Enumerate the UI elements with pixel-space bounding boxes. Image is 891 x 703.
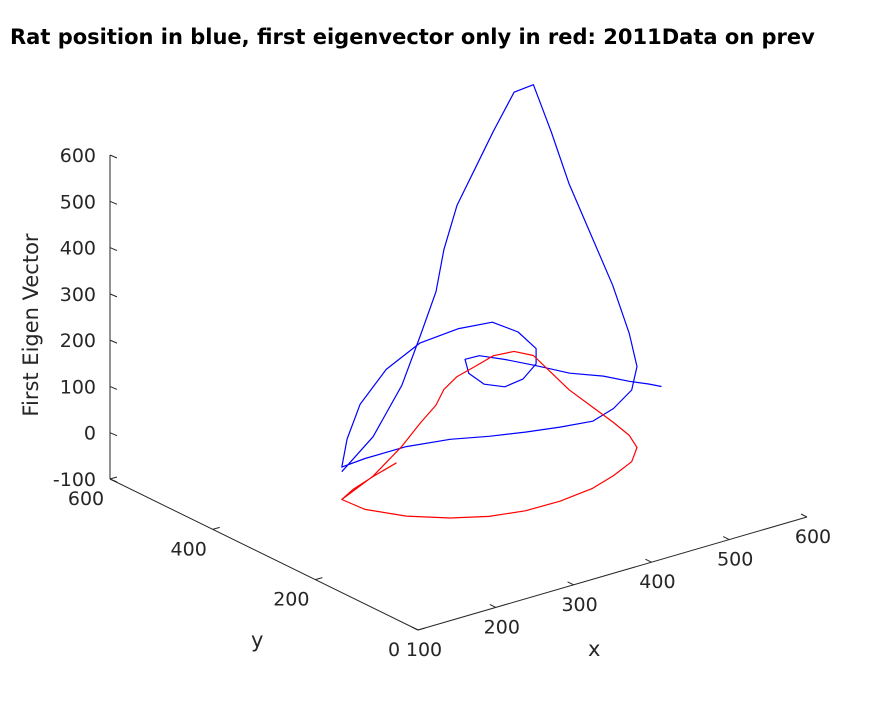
chart-title: Rat position in blue, first eigenvector …: [10, 25, 815, 49]
z-tick-label: 300: [60, 284, 96, 306]
z-tick-mark: [109, 339, 118, 344]
x-axis-label: x: [588, 637, 600, 661]
x-tick-mark: [489, 603, 497, 608]
z-tick-label: 100: [60, 376, 96, 398]
tick-labels-group: 1002003004005006000200400600-10001002003…: [53, 145, 831, 661]
y-tick-label: 600: [68, 488, 104, 510]
z-tick-mark: [109, 293, 118, 298]
z-tick-mark: [109, 200, 118, 205]
x-tick-label: 100: [406, 639, 442, 661]
x-tick-mark: [645, 558, 652, 563]
x-tick-mark: [567, 581, 574, 586]
z-tick-label: 0: [84, 423, 96, 445]
y-axis-line: [109, 478, 419, 631]
z-tick-mark: [109, 385, 118, 390]
x-tick-label: 300: [561, 594, 597, 616]
y-axis-label: y: [251, 628, 263, 652]
series-line-1: [341, 350, 638, 519]
z-tick-mark: [109, 478, 118, 483]
plot-area: [341, 84, 662, 519]
series-line-0: [341, 84, 662, 473]
x-tick-mark: [411, 626, 419, 631]
z-tick-label: 400: [60, 238, 96, 260]
y-tick-mark: [315, 577, 323, 581]
x-tick-mark: [800, 513, 808, 518]
x-tick-label: 200: [484, 616, 520, 638]
x-tick-mark: [722, 536, 730, 541]
z-tick-label: 500: [60, 191, 96, 213]
z-axis-label: First Eigen Vector: [19, 233, 43, 416]
y-tick-mark: [212, 526, 220, 530]
y-tick-mark: [109, 476, 118, 480]
z-tick-label: -100: [53, 469, 96, 491]
y-tick-label: 200: [273, 589, 309, 611]
x-tick-label: 600: [795, 526, 831, 548]
z-tick-mark: [109, 154, 118, 159]
z-tick-mark: [109, 432, 118, 437]
y-tick-label: 0: [388, 639, 400, 661]
y-tick-mark: [417, 627, 426, 631]
z-tick-mark: [109, 247, 118, 252]
z-tick-label: 200: [60, 330, 96, 352]
z-tick-label: 600: [60, 145, 96, 167]
x-tick-label: 400: [639, 571, 675, 593]
x-tick-label: 500: [717, 549, 753, 571]
axes-group: [109, 154, 808, 631]
y-tick-label: 400: [171, 538, 207, 560]
x-axis-line: [417, 516, 808, 631]
